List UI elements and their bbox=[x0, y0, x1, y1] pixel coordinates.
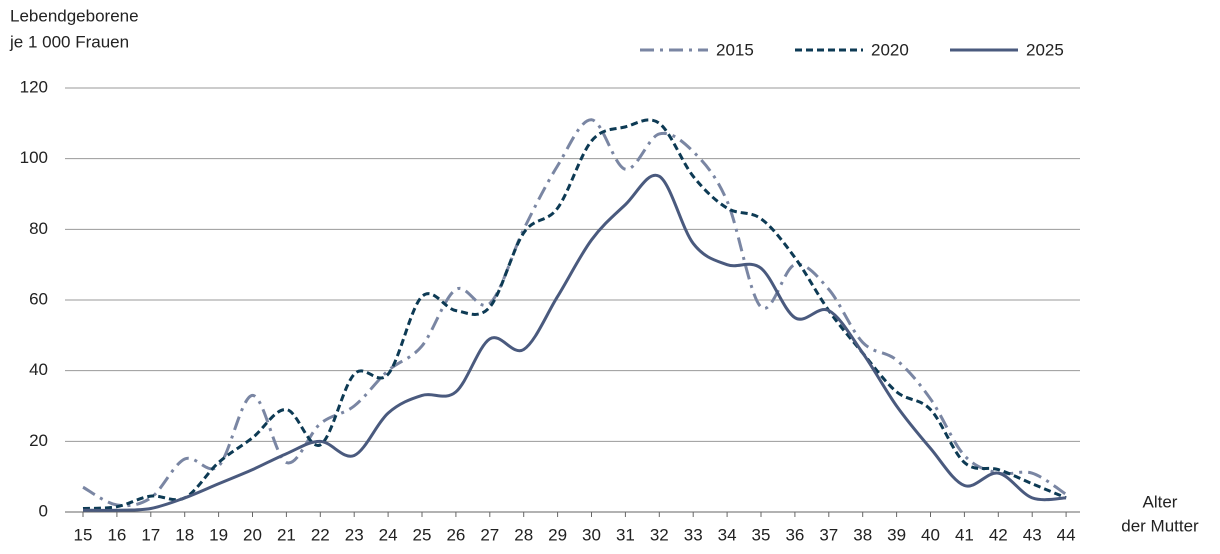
y-axis-label: Lebendgeborene bbox=[10, 6, 139, 25]
x-tick-label: 18 bbox=[175, 525, 194, 544]
line-series bbox=[82, 118, 1067, 510]
legend-label: 2020 bbox=[871, 40, 909, 59]
y-tick-label: 120 bbox=[20, 77, 48, 96]
x-tick-label: 28 bbox=[514, 525, 533, 544]
x-tick-label: 39 bbox=[887, 525, 906, 544]
x-tick-label: 33 bbox=[684, 525, 703, 544]
x-tick-label: 16 bbox=[107, 525, 126, 544]
x-tick-label: 37 bbox=[819, 525, 838, 544]
x-tick-label: 17 bbox=[141, 525, 160, 544]
y-tick-label: 100 bbox=[20, 148, 48, 167]
legend-label: 2015 bbox=[716, 40, 754, 59]
x-tick-label: 22 bbox=[311, 525, 330, 544]
line-series bbox=[82, 118, 1067, 508]
y-axis-label: je 1 000 Frauen bbox=[9, 32, 129, 51]
y-tick-label: 20 bbox=[29, 431, 48, 450]
x-tick-label: 26 bbox=[446, 525, 465, 544]
legend-label: 2025 bbox=[1026, 40, 1064, 59]
x-tick-label: 32 bbox=[650, 525, 669, 544]
y-tick-label: 80 bbox=[29, 219, 48, 238]
x-tick-label: 41 bbox=[955, 525, 974, 544]
x-tick-label: 35 bbox=[752, 525, 771, 544]
y-tick-label: 40 bbox=[29, 360, 48, 379]
x-tick-label: 36 bbox=[785, 525, 804, 544]
x-tick-label: 44 bbox=[1057, 525, 1076, 544]
x-tick-label: 19 bbox=[209, 525, 228, 544]
x-tick-label: 29 bbox=[548, 525, 567, 544]
x-tick-label: 38 bbox=[853, 525, 872, 544]
x-tick-label: 30 bbox=[582, 525, 601, 544]
x-tick-label: 20 bbox=[243, 525, 262, 544]
x-tick-label: 15 bbox=[74, 525, 93, 544]
x-axis-label: Alter bbox=[1143, 492, 1178, 511]
x-tick-label: 42 bbox=[989, 525, 1008, 544]
x-tick-label: 25 bbox=[413, 525, 432, 544]
x-tick-label: 31 bbox=[616, 525, 635, 544]
x-tick-label: 24 bbox=[379, 525, 398, 544]
x-axis-label: der Mutter bbox=[1121, 516, 1199, 535]
x-tick-label: 34 bbox=[718, 525, 737, 544]
x-tick-label: 21 bbox=[277, 525, 296, 544]
x-tick-label: 40 bbox=[921, 525, 940, 544]
y-tick-label: 0 bbox=[39, 501, 48, 520]
x-tick-label: 23 bbox=[345, 525, 364, 544]
line-series bbox=[82, 173, 1067, 512]
x-tick-label: 43 bbox=[1023, 525, 1042, 544]
y-tick-label: 60 bbox=[29, 289, 48, 308]
x-tick-label: 27 bbox=[480, 525, 499, 544]
